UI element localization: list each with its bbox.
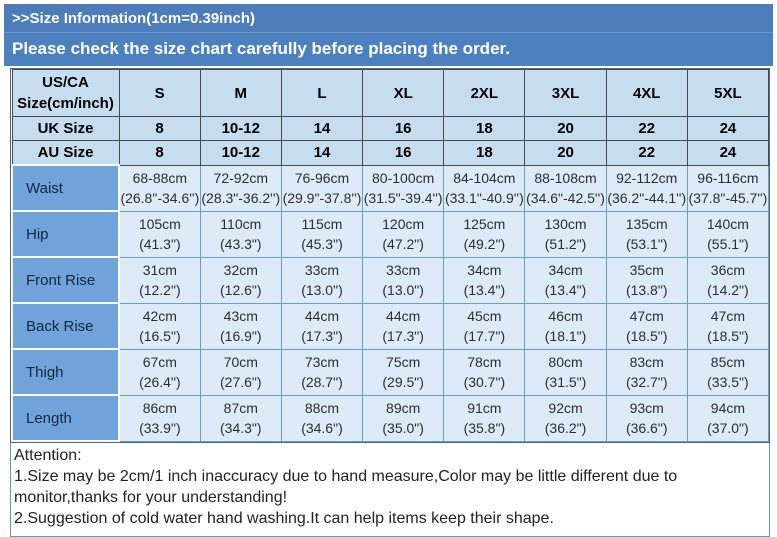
back-rise-value: 46cm (18.1") [524,302,607,350]
length-value: 89cm (35.0") [362,394,445,442]
uk-size-value: 8 [118,116,201,141]
uk-size-value: 10-12 [199,116,282,141]
back-rise-value: 44cm (17.3") [280,302,364,350]
thigh-value: 80cm (31.5") [524,348,607,396]
waist-value: 92-112cm (36.2"-44.1'') [605,164,688,212]
waist-value: 96-116cm (37.8"-45.7'') [686,164,770,212]
front-rise-value: 34cm (13.4") [443,256,526,304]
size-info-page: >>Size Information(1cm=0.39inch) Please … [0,4,777,537]
waist-value: 72-92cm (28.3"-36.2'') [199,164,282,212]
au-size-value: 24 [686,140,770,166]
size-chart-table-wrap: US/CA Size(cm/inch) S M L XL 2XL 3XL 4XL 5XL UK S… [10,68,770,443]
back-rise-value: 45cm (17.7") [443,302,526,350]
hip-row: Hip 105cm (41.3") 110cm (43.3") 115cm (45.3") 1… [11,210,770,258]
waist-value: 68-88cm (26.8"-34.6'') [118,164,201,212]
length-value: 87cm (34.3") [199,394,282,442]
hip-value: 105cm (41.3") [118,210,201,258]
back-rise-label: Back Rise [11,302,120,350]
front-rise-value: 31cm (12.2") [118,256,201,304]
length-value: 92cm (36.2") [524,394,607,442]
length-value: 93cm (36.6") [605,394,688,442]
au-size-value: 14 [280,140,364,166]
hip-label: Hip [11,210,120,258]
waist-value: 88-108cm (34.6"-42.5'') [524,164,607,212]
thigh-value: 67cm (26.4") [118,348,201,396]
au-size-value: 10-12 [199,140,282,166]
length-value: 86cm (33.9") [118,394,201,442]
length-value: 88cm (34.6") [280,394,364,442]
hip-value: 115cm (45.3") [280,210,364,258]
au-size-value: 8 [118,140,201,166]
au-size-value: 20 [524,140,607,166]
front-rise-label: Front Rise [11,256,120,304]
attention-box: Attention: 1.Size may be 2cm/1 inch inac… [10,443,770,537]
front-rise-value: 32cm (12.6") [199,256,282,304]
thigh-row: Thigh 67cm (26.4") 70cm (27.6") 73cm (28.7") 75… [11,348,770,396]
waist-row: Waist 68-88cm (26.8"-34.6'') 72-92cm (28.3"-… [11,164,770,212]
size-header-row: US/CA Size(cm/inch) S M L XL 2XL 3XL 4XL 5XL [11,69,770,117]
thigh-value: 70cm (27.6") [199,348,282,396]
au-size-label: AU Size [11,140,120,166]
length-value: 91cm (35.8") [443,394,526,442]
au-size-value: 18 [443,140,526,166]
uk-size-value: 20 [524,116,607,141]
length-row: Length 86cm (33.9") 87cm (34.3") 88cm (34.6") 8… [11,394,770,442]
size-column-header-5xl: 5XL [686,69,770,117]
uk-size-label: UK Size [11,116,120,141]
waist-value: 80-100cm (31.5"-39.4'') [362,164,445,212]
back-rise-row: Back Rise 42cm (16.5") 43cm (16.9") 44cm (17.3… [11,302,770,350]
size-column-header-l: L [280,69,364,117]
uk-size-value: 14 [280,116,364,141]
size-column-header-4xl: 4XL [605,69,688,117]
uk-size-value: 18 [443,116,526,141]
back-rise-value: 42cm (16.5") [118,302,201,350]
front-rise-value: 33cm (13.0") [280,256,364,304]
waist-label: Waist [11,164,120,212]
thigh-value: 75cm (29.5") [362,348,445,396]
uk-size-value: 16 [362,116,445,141]
size-information-header: >>Size Information(1cm=0.39inch) [4,4,773,33]
size-chart-table: US/CA Size(cm/inch) S M L XL 2XL 3XL 4XL 5XL UK S… [11,69,770,442]
hip-value: 125cm (49.2") [443,210,526,258]
size-chart-warning: Please check the size chart carefully be… [4,33,773,66]
au-size-row: AU Size 8 10-12 14 16 18 20 22 24 [11,140,770,166]
back-rise-value: 43cm (16.9") [199,302,282,350]
attention-title: Attention: [14,447,82,464]
au-size-value: 22 [605,140,688,166]
thigh-value: 83cm (32.7") [605,348,688,396]
uk-size-value: 22 [605,116,688,141]
back-rise-value: 44cm (17.3") [362,302,445,350]
attention-item-2: 2.Suggestion of cold water hand washing.… [14,510,554,527]
uk-size-value: 24 [686,116,770,141]
front-rise-value: 33cm (13.0") [362,256,445,304]
size-column-header-s: S [118,69,201,117]
waist-value: 76-96cm (29.9"-37.8'') [280,164,364,212]
length-value: 94cm (37.0") [686,394,770,442]
back-rise-value: 47cm (18.5") [686,302,770,350]
thigh-value: 85cm (33.5") [686,348,770,396]
hip-value: 130cm (51.2") [524,210,607,258]
size-column-header-m: M [199,69,282,117]
thigh-label: Thigh [11,348,120,396]
length-label: Length [11,394,120,442]
thigh-value: 78cm (30.7") [443,348,526,396]
front-rise-value: 34cm (13.4") [524,256,607,304]
hip-value: 140cm (55.1") [686,210,770,258]
uk-size-row: UK Size 8 10-12 14 16 18 20 22 24 [11,116,770,141]
size-column-header-2xl: 2XL [443,69,526,117]
front-rise-value: 36cm (14.2") [686,256,770,304]
front-rise-value: 35cm (13.8") [605,256,688,304]
us-ca-size-header: US/CA Size(cm/inch) [11,69,120,117]
hip-value: 120cm (47.2") [362,210,445,258]
thigh-value: 73cm (28.7") [280,348,364,396]
waist-value: 84-104cm (33.1"-40.9'') [443,164,526,212]
hip-value: 135cm (53.1") [605,210,688,258]
au-size-value: 16 [362,140,445,166]
hip-value: 110cm (43.3") [199,210,282,258]
attention-item-1: 1.Size may be 2cm/1 inch inaccuracy due … [14,468,678,506]
back-rise-value: 47cm (18.5") [605,302,688,350]
size-column-header-3xl: 3XL [524,69,607,117]
front-rise-row: Front Rise 31cm (12.2") 32cm (12.6") 33cm (13.… [11,256,770,304]
size-column-header-xl: XL [362,69,445,117]
